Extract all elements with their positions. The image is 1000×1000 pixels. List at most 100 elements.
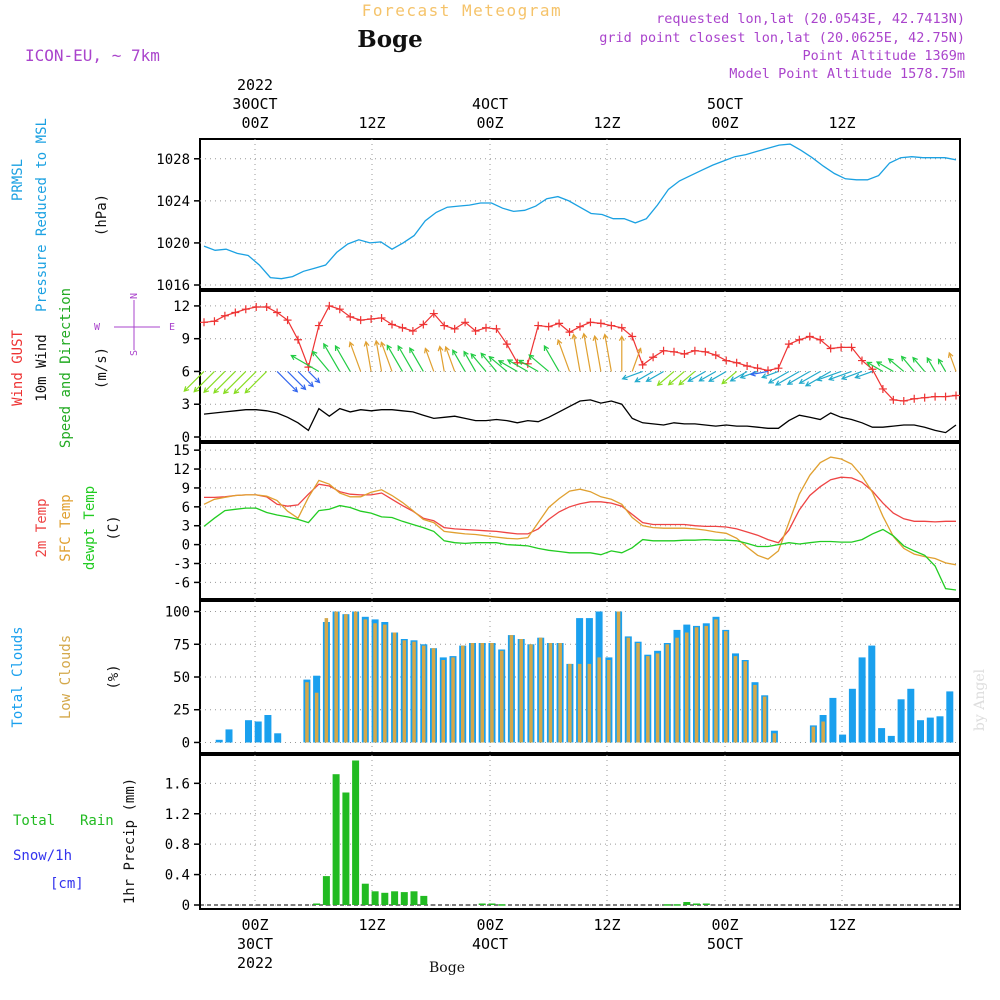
gust-marker (210, 317, 219, 326)
temp-ytick-label: -3 (173, 557, 190, 573)
wind-arrow (729, 370, 748, 382)
closest-coords: grid point closest lon,lat (20.0625E, 42… (599, 30, 965, 46)
low-cloud-bar (344, 614, 348, 743)
time-bottom-label: 12Z (828, 916, 855, 934)
wind-arrow (323, 342, 341, 372)
low-cloud-bar (451, 657, 455, 743)
wind-arrow (244, 371, 268, 394)
gust-marker (753, 364, 762, 373)
precip-total-label: Total (13, 813, 55, 829)
low-cloud-bar (665, 644, 669, 743)
rain-bar (488, 903, 496, 905)
gust-marker (576, 322, 584, 331)
low-cloud-bar (548, 643, 553, 743)
rain-bar (342, 792, 350, 905)
low-cloud-bar (762, 696, 767, 743)
rain-bar (702, 903, 710, 905)
wind-gust-label: Wind GUST (10, 330, 26, 406)
rain-bar (420, 895, 428, 905)
wind-arrow (840, 370, 863, 381)
time-bottom-label: 00Z (711, 916, 738, 934)
wind-ytick-label: 3 (182, 397, 190, 413)
temp-ytick-label: 0 (182, 538, 190, 554)
gust-marker (346, 312, 355, 321)
precip-ytick-label: 0.4 (165, 868, 190, 884)
rain-bar (352, 760, 360, 905)
temp-ytick-label: 12 (173, 462, 190, 478)
rain-bar (663, 904, 671, 906)
gust-marker (419, 320, 428, 329)
clouds-ytick-label: 75 (173, 637, 190, 653)
time-bottom-label: 4OCT (472, 935, 508, 953)
wind-arrow (698, 370, 717, 382)
gust-marker (743, 362, 752, 370)
gust-marker (283, 316, 292, 325)
low-cloud-bar (724, 631, 728, 743)
gust-marker (408, 327, 417, 336)
precip-rain-label: Rain (80, 813, 114, 829)
gust-marker (837, 343, 846, 352)
wind-arrow (667, 371, 685, 386)
wind-arrow (528, 354, 550, 372)
precip-ytick-label: 1.2 (165, 807, 190, 823)
time-top-label: 00Z (476, 114, 503, 132)
wind-arrow (193, 371, 215, 393)
wind-arrow (687, 370, 706, 382)
gust-marker (732, 358, 741, 367)
gust-marker (910, 394, 919, 403)
time-top-label: 12Z (358, 114, 385, 132)
gust-marker (555, 319, 564, 328)
total-cloud-bar (254, 721, 262, 743)
wind-arrow (937, 358, 947, 372)
wind-arrow (374, 339, 383, 372)
total-cloud-bar (264, 715, 272, 743)
wind-arrow (452, 349, 466, 372)
precip-ytick-label: 0 (182, 898, 190, 914)
gust-marker (502, 340, 511, 349)
pressure-ytick-label: 1024 (156, 194, 190, 210)
compass-south: S (129, 350, 140, 356)
low-cloud-bar (568, 663, 572, 743)
wind-10m-label: 10m Wind (34, 334, 50, 401)
low-cloud-bar (743, 661, 747, 743)
gust-marker (398, 323, 407, 332)
low-cloud-bar (461, 645, 465, 743)
wind-arrow (506, 359, 529, 372)
wind-arrow (912, 356, 926, 372)
model-label: ICON-EU, ~ 7km (25, 46, 160, 65)
forecast-title: Forecast Meteogram (362, 1, 562, 20)
wind-arrow (749, 370, 769, 377)
total-cloud-bar (917, 720, 924, 743)
low-cloud-bar (655, 653, 660, 743)
rain-bar (381, 892, 389, 905)
low-cloud-bar (772, 733, 777, 743)
low-cloud-bar (431, 648, 436, 743)
wind-arrow (287, 371, 307, 391)
rain-bar (683, 902, 691, 905)
low-cloud-bar (704, 625, 708, 743)
gust-marker (805, 332, 814, 341)
clouds-ytick-label: 100 (165, 605, 190, 621)
total-cloud-bar (225, 729, 233, 743)
gust-marker (356, 316, 365, 325)
precip-panel: 0 0.4 0.8 1.2 1.6 (165, 754, 961, 914)
time-bottom-label: 00Z (241, 916, 268, 934)
low-cloud-bar (324, 618, 329, 743)
wind-frame (199, 290, 961, 442)
gust-marker (377, 313, 386, 322)
wind-arrow (656, 371, 675, 387)
wind-arrow (774, 370, 800, 386)
wind-arrow (875, 361, 894, 372)
gust-marker (701, 347, 710, 356)
gust-marker (544, 322, 553, 331)
gust-marker (899, 396, 908, 405)
gust-marker (252, 303, 261, 312)
wind-arrow (470, 352, 487, 372)
time-top-label: 2022 (237, 76, 273, 94)
total-cloud-bar (878, 728, 886, 743)
gust-marker (659, 346, 668, 355)
time-top-label: 4OCT (472, 95, 508, 113)
low-cloud-bar (597, 657, 601, 743)
